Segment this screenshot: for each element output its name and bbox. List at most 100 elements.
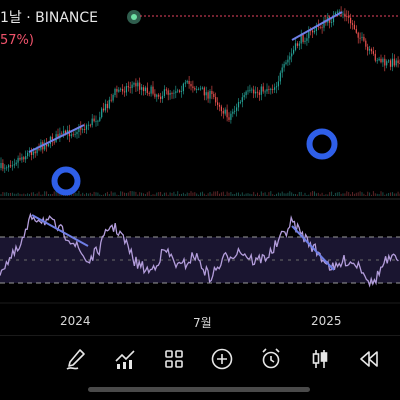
chart-type-icon[interactable] [303, 342, 337, 376]
candle-body [382, 58, 384, 63]
volume-bar [186, 192, 188, 196]
volume-bar [255, 194, 257, 196]
indicators-icon[interactable] [108, 342, 142, 376]
volume-bar [238, 192, 239, 196]
volume-bar [167, 194, 169, 196]
volume-bar [220, 192, 222, 196]
volume-bar [154, 194, 156, 196]
volume-bar [118, 195, 120, 196]
draw-icon[interactable] [59, 342, 93, 376]
trendline-price-left[interactable] [28, 124, 85, 153]
candle-body [374, 53, 376, 61]
volume-bar [51, 194, 53, 196]
volume-bar [296, 194, 298, 196]
candle-body [243, 95, 245, 98]
candle-body [388, 60, 390, 62]
candle-body [315, 25, 317, 31]
volume-bar [131, 191, 133, 196]
volume-bar [251, 194, 253, 196]
volume-bar [57, 191, 59, 196]
candle-body [336, 11, 338, 13]
volume-bar [359, 191, 361, 196]
candle-body [177, 90, 179, 92]
volume-bar [192, 192, 194, 196]
volume-bar [257, 192, 258, 196]
volume-bar [270, 191, 272, 196]
candle-body [154, 93, 156, 97]
volume-bar [268, 192, 270, 196]
candle-body [350, 17, 352, 24]
volume-bar [348, 192, 350, 196]
volume-bar [369, 192, 371, 196]
candle-body [217, 102, 219, 105]
candle-body [129, 87, 131, 89]
candle-body [222, 111, 224, 114]
candle-body [110, 99, 112, 101]
volume-bar [133, 191, 135, 196]
candle-body [133, 83, 135, 85]
volume-bar [247, 193, 249, 196]
volume-bar [125, 193, 127, 196]
candle-body [36, 148, 38, 154]
volume-bar [317, 192, 319, 196]
volume-bar [165, 192, 167, 196]
volume-bar [327, 194, 329, 196]
volume-bar [139, 192, 141, 196]
trendline-price-right[interactable] [291, 11, 343, 41]
candle-body [283, 64, 285, 68]
candle-body [95, 121, 97, 122]
candle-body [207, 92, 209, 99]
volume-bar [333, 195, 334, 196]
candle-body [139, 82, 141, 90]
circle-marker-left[interactable] [51, 166, 81, 196]
candle-body [34, 151, 36, 154]
trendline-rsi-left[interactable] [31, 214, 89, 247]
replay-icon[interactable] [352, 342, 386, 376]
candle-body [122, 88, 124, 92]
volume-bar [80, 194, 82, 196]
candle-body [389, 60, 392, 67]
trendline-rsi-right[interactable] [291, 225, 335, 271]
candle-body [141, 87, 143, 90]
candle-body [224, 109, 226, 114]
candle-body [241, 97, 243, 102]
volume-bar [27, 193, 29, 196]
volume-bar [53, 191, 55, 196]
volume-bar [182, 192, 184, 196]
templates-icon[interactable] [157, 342, 191, 376]
candle-body [357, 32, 359, 38]
candle-body [334, 12, 336, 16]
volume-bar [306, 195, 308, 196]
volume-bar [55, 191, 57, 196]
volume-bar [184, 194, 186, 196]
candle-body [46, 143, 48, 147]
volume-bar [283, 193, 285, 196]
candle-body [169, 93, 171, 95]
candle-body [300, 34, 302, 44]
candle-body [44, 143, 46, 150]
symbol-title[interactable]: 1날 · BINANCE [0, 10, 99, 26]
volume-bar [281, 191, 283, 196]
add-icon[interactable] [205, 342, 239, 376]
volume-bar [236, 192, 238, 196]
volume-bar [334, 192, 336, 196]
volume-bar [40, 194, 42, 196]
volume-bar [367, 191, 369, 196]
alert-icon[interactable] [254, 342, 288, 376]
volume-bar [245, 193, 247, 196]
candle-body [180, 91, 183, 92]
volume-bar [95, 192, 97, 196]
volume-bar [279, 193, 281, 196]
candle-body [15, 162, 17, 165]
circle-marker-right[interactable] [306, 128, 338, 160]
volume-bar [198, 194, 200, 196]
candle-body [93, 118, 95, 122]
volume-bar [67, 194, 68, 196]
volume-bar [346, 191, 348, 196]
volume-bar [112, 192, 114, 196]
candle-body [260, 86, 262, 95]
candle-body [369, 49, 371, 51]
volume-bar [253, 191, 255, 196]
volume-bar [384, 194, 386, 196]
